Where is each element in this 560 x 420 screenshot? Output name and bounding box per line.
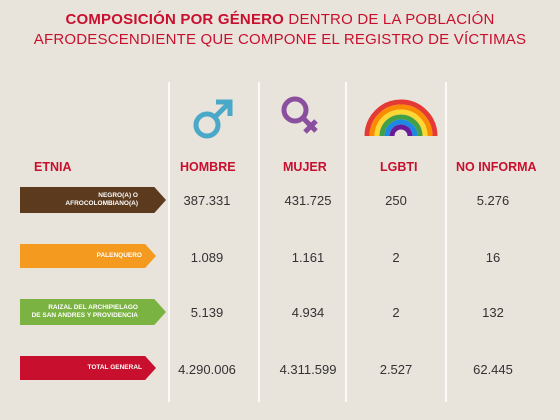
column-divider <box>445 82 447 402</box>
cell-mujer: 1.161 <box>291 250 325 265</box>
header-etnia: ETNIA <box>34 160 72 174</box>
header-lgbti: LGBTI <box>380 160 418 174</box>
cell-no-informa: 16 <box>485 250 501 265</box>
column-divider <box>168 82 170 402</box>
title-bold: COMPOSICIÓN POR GÉNERO <box>65 11 285 28</box>
title-line2: AFRODESCENDIENTE QUE COMPONE EL REGISTRO… <box>33 31 527 48</box>
title-rest: DENTRO DE LA POBLACIÓN <box>288 11 495 28</box>
cell-no-informa: 62.445 <box>473 362 513 377</box>
cell-lgbti: 2 <box>392 250 400 265</box>
cell-lgbti: 2.527 <box>379 362 413 377</box>
header-no-informa: NO INFORMA <box>456 160 537 174</box>
cell-lgbti: 2 <box>392 305 400 320</box>
cell-lgbti: 250 <box>385 193 407 208</box>
row-label-raizal: RAIZAL DEL ARCHIPIELAGO DE SAN ANDRES Y P… <box>20 299 166 325</box>
row-label-total: TOTAL GENERAL <box>20 356 156 380</box>
female-symbol-icon <box>281 96 318 134</box>
column-divider <box>258 82 260 402</box>
cell-mujer: 431.725 <box>284 193 332 208</box>
header-hombre: HOMBRE <box>180 160 236 174</box>
cell-mujer: 4.311.599 <box>279 362 337 377</box>
rainbow-icon <box>364 99 438 137</box>
row-label-palenquero: PALENQUERO <box>20 244 156 268</box>
page-title: COMPOSICIÓN POR GÉNERO DENTRO DE LA POBL… <box>0 10 560 50</box>
cell-hombre: 5.139 <box>190 305 224 320</box>
cell-hombre: 387.331 <box>183 193 231 208</box>
cell-hombre: 4.290.006 <box>178 362 236 377</box>
row-label-negro: NEGRO(A) O AFROCOLOMBIANO(A) <box>20 187 166 213</box>
male-symbol-icon <box>193 99 233 139</box>
cell-hombre: 1.089 <box>190 250 224 265</box>
header-mujer: MUJER <box>283 160 327 174</box>
cell-no-informa: 5.276 <box>476 193 510 208</box>
cell-no-informa: 132 <box>482 305 504 320</box>
column-divider <box>345 82 347 402</box>
cell-mujer: 4.934 <box>291 305 325 320</box>
